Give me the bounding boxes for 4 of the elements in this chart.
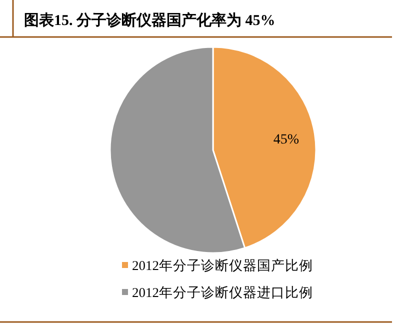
- legend-label: 2012年分子诊断仪器国产比例: [132, 258, 313, 273]
- chart-title: 图表15. 分子诊断仪器国产化率为 45%: [24, 11, 276, 29]
- legend-label: 2012年分子诊断仪器进口比例: [132, 285, 313, 300]
- data-label: 45%: [273, 132, 300, 148]
